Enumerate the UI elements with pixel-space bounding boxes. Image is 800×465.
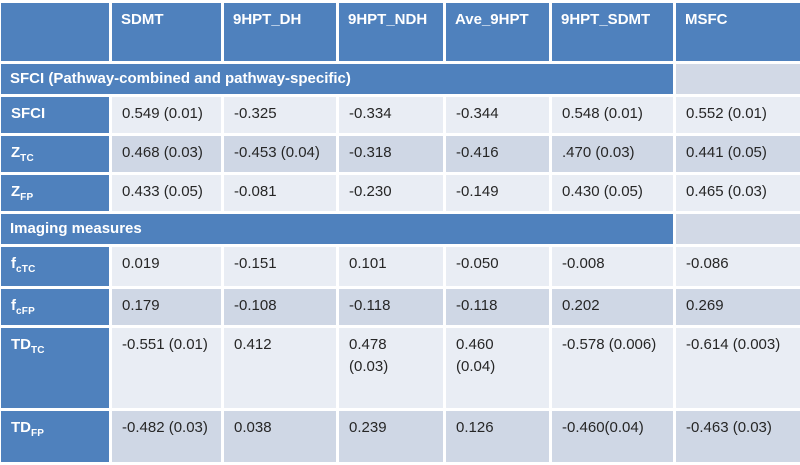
- cell-ztc-9hpt-dh: -0.453 (0.04): [223, 135, 338, 174]
- cell-sfci-9hpt-sdmt: 0.548 (0.01): [551, 96, 675, 135]
- cell-fctc-msfc: -0.086: [675, 246, 800, 288]
- cell-zfp-msfc: 0.465 (0.03): [675, 174, 800, 213]
- row-label: TD: [11, 336, 31, 353]
- cell-tdtc-9hpt-dh: 0.412: [223, 327, 338, 410]
- cell-tdfp-9hpt-ndh: 0.239: [338, 410, 445, 464]
- cell-tdfp-9hpt-dh: 0.038: [223, 410, 338, 464]
- cell-fctc-9hpt-ndh: 0.101: [338, 246, 445, 288]
- cell-tdtc-sdmt: -0.551 (0.01): [111, 327, 223, 410]
- cell-tdtc-ave-9hpt: 0.460 (0.04): [445, 327, 551, 410]
- section-title-imaging: Imaging measures: [1, 213, 675, 246]
- cell-ztc-9hpt-sdmt: .470 (0.03): [551, 135, 675, 174]
- cell-sfci-sdmt: 0.549 (0.01): [111, 96, 223, 135]
- corner-cell: [1, 2, 111, 63]
- row-sfci: SFCI 0.549 (0.01) -0.325 -0.334 -0.344 0…: [1, 96, 800, 135]
- row-label-subscript: FP: [31, 428, 44, 439]
- row-header-zfp: ZFP: [1, 174, 111, 213]
- cell-fcfp-ave-9hpt: -0.118: [445, 288, 551, 327]
- section-title-sfci: SFCI (Pathway-combined and pathway-speci…: [1, 63, 675, 96]
- cell-fcfp-9hpt-ndh: -0.118: [338, 288, 445, 327]
- section-row-imaging: Imaging measures: [1, 213, 800, 246]
- row-ztc: ZTC 0.468 (0.03) -0.453 (0.04) -0.318 -0…: [1, 135, 800, 174]
- cell-ztc-sdmt: 0.468 (0.03): [111, 135, 223, 174]
- section-row-sfci: SFCI (Pathway-combined and pathway-speci…: [1, 63, 800, 96]
- cell-tdtc-msfc: -0.614 (0.003): [675, 327, 800, 410]
- row-tdtc: TDTC -0.551 (0.01) 0.412 0.478 (0.03) 0.…: [1, 327, 800, 410]
- cell-fcfp-9hpt-dh: -0.108: [223, 288, 338, 327]
- row-tdfp: TDFP -0.482 (0.03) 0.038 0.239 0.126 -0.…: [1, 410, 800, 464]
- cell-fctc-sdmt: 0.019: [111, 246, 223, 288]
- section-sfci-msfc-gap-cell: [675, 63, 800, 96]
- cell-fcfp-9hpt-sdmt: 0.202: [551, 288, 675, 327]
- cell-tdfp-9hpt-sdmt: -0.460(0.04): [551, 410, 675, 464]
- cell-zfp-9hpt-dh: -0.081: [223, 174, 338, 213]
- row-label: Z: [11, 183, 20, 200]
- cell-tdtc-9hpt-ndh: 0.478 (0.03): [338, 327, 445, 410]
- col-header-9hpt-sdmt: 9HPT_SDMT: [551, 2, 675, 63]
- row-header-fcfp: fcFP: [1, 288, 111, 327]
- cell-ztc-msfc: 0.441 (0.05): [675, 135, 800, 174]
- cell-ztc-ave-9hpt: -0.416: [445, 135, 551, 174]
- row-zfp: ZFP 0.433 (0.05) -0.081 -0.230 -0.149 0.…: [1, 174, 800, 213]
- row-label-subscript: cFP: [16, 306, 35, 317]
- row-label: TD: [11, 419, 31, 436]
- section-imaging-msfc-gap-cell: [675, 213, 800, 246]
- cell-fcfp-sdmt: 0.179: [111, 288, 223, 327]
- col-header-msfc: MSFC: [675, 2, 800, 63]
- row-header-sfci: SFCI: [1, 96, 111, 135]
- col-header-ave-9hpt: Ave_9HPT: [445, 2, 551, 63]
- row-label: Z: [11, 144, 20, 161]
- row-fctc: fcTC 0.019 -0.151 0.101 -0.050 -0.008 -0…: [1, 246, 800, 288]
- column-header-row: SDMT 9HPT_DH 9HPT_NDH Ave_9HPT 9HPT_SDMT…: [1, 2, 800, 63]
- cell-sfci-msfc: 0.552 (0.01): [675, 96, 800, 135]
- cell-sfci-9hpt-dh: -0.325: [223, 96, 338, 135]
- col-header-9hpt-ndh: 9HPT_NDH: [338, 2, 445, 63]
- col-header-sdmt: SDMT: [111, 2, 223, 63]
- cell-fctc-9hpt-sdmt: -0.008: [551, 246, 675, 288]
- row-header-tdtc: TDTC: [1, 327, 111, 410]
- row-fcfp: fcFP 0.179 -0.108 -0.118 -0.118 0.202 0.…: [1, 288, 800, 327]
- row-header-fctc: fcTC: [1, 246, 111, 288]
- row-label: SFCI: [11, 105, 45, 122]
- cell-ztc-9hpt-ndh: -0.318: [338, 135, 445, 174]
- cell-fctc-ave-9hpt: -0.050: [445, 246, 551, 288]
- cell-tdtc-9hpt-sdmt: -0.578 (0.006): [551, 327, 675, 410]
- cell-fctc-9hpt-dh: -0.151: [223, 246, 338, 288]
- cell-zfp-9hpt-ndh: -0.230: [338, 174, 445, 213]
- row-label-subscript: TC: [31, 345, 45, 356]
- col-header-9hpt-dh: 9HPT_DH: [223, 2, 338, 63]
- cell-zfp-9hpt-sdmt: 0.430 (0.05): [551, 174, 675, 213]
- row-label-subscript: TC: [20, 153, 34, 164]
- cell-tdfp-msfc: -0.463 (0.03): [675, 410, 800, 464]
- cell-fcfp-msfc: 0.269: [675, 288, 800, 327]
- cell-sfci-ave-9hpt: -0.344: [445, 96, 551, 135]
- cell-zfp-sdmt: 0.433 (0.05): [111, 174, 223, 213]
- row-label-subscript: FP: [20, 192, 33, 203]
- cell-zfp-ave-9hpt: -0.149: [445, 174, 551, 213]
- row-label-subscript: cTC: [16, 264, 36, 275]
- row-header-ztc: ZTC: [1, 135, 111, 174]
- row-header-tdfp: TDFP: [1, 410, 111, 464]
- cell-tdfp-sdmt: -0.482 (0.03): [111, 410, 223, 464]
- cell-tdfp-ave-9hpt: 0.126: [445, 410, 551, 464]
- cell-sfci-9hpt-ndh: -0.334: [338, 96, 445, 135]
